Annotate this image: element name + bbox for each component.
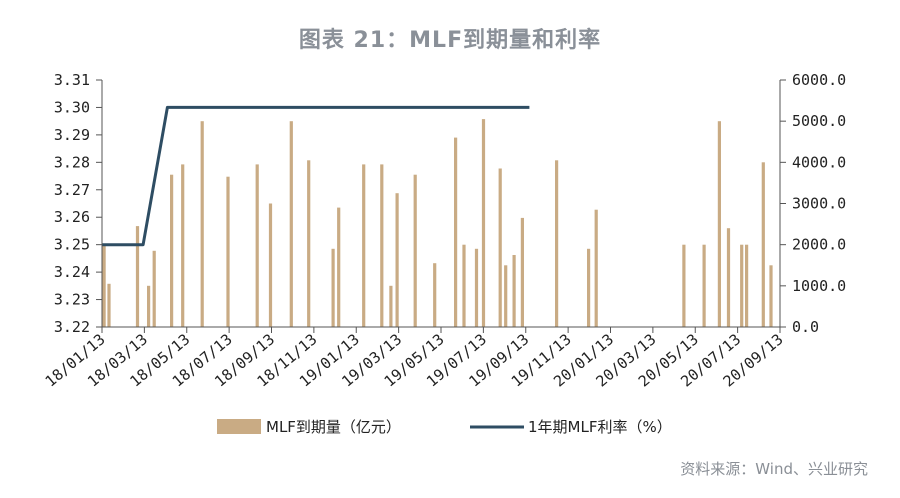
left-tick-label: 3.31 [54, 71, 90, 89]
bar [474, 248, 479, 327]
bar [594, 209, 598, 327]
bar [135, 226, 140, 327]
bar [555, 160, 559, 327]
bar [380, 164, 384, 327]
bar [454, 137, 458, 327]
bar [289, 121, 293, 327]
left-tick-label: 3.27 [54, 181, 90, 199]
legend-bar-swatch [217, 419, 261, 434]
left-tick-label: 3.30 [54, 98, 90, 116]
bar [170, 174, 174, 327]
rate-line [102, 105, 530, 247]
bar [717, 121, 721, 327]
bar [745, 244, 749, 327]
bar [462, 244, 466, 327]
right-tick-label: 0.0 [792, 318, 819, 336]
left-tick-label: 3.22 [54, 318, 90, 336]
bar [337, 207, 341, 327]
bar [498, 168, 502, 327]
rate-line-series [102, 105, 530, 247]
left-tick-label: 3.25 [54, 236, 90, 254]
bar [181, 164, 185, 327]
source-note: 资料来源：Wind、兴业研究 [680, 460, 868, 478]
bar [726, 228, 731, 327]
bar [147, 285, 151, 327]
legend-line-label: 1年期MLF利率（%） [528, 418, 672, 436]
bar [761, 162, 765, 327]
right-tick-label: 4000.0 [792, 153, 846, 171]
legend-bar-label: MLF到期量（亿元） [266, 418, 401, 436]
bar [389, 285, 393, 327]
bar [702, 244, 706, 327]
right-tick-label: 3000.0 [792, 195, 846, 213]
left-tick-label: 3.29 [54, 126, 90, 144]
bar [520, 217, 524, 327]
bar-series [102, 119, 773, 328]
bar [481, 119, 486, 327]
left-tick-label: 3.26 [54, 208, 90, 226]
left-tick-label: 3.24 [54, 263, 90, 281]
right-tick-label: 1000.0 [792, 277, 846, 295]
bar [331, 248, 335, 327]
chart-title: 图表 21：MLF到期量和利率 [298, 28, 602, 53]
bar [587, 248, 591, 327]
bar [107, 283, 111, 327]
right-tick-label: 5000.0 [792, 112, 846, 130]
bar [200, 121, 204, 327]
bar [504, 265, 508, 328]
bar [740, 244, 744, 327]
left-tick-label: 3.23 [54, 291, 90, 309]
bar [268, 203, 273, 327]
axes: 3.22 3.23 3.24 3.25 3.26 3.27 3.28 3.29 3.30 3.31… [42, 71, 847, 391]
bar [769, 265, 773, 328]
bar [433, 263, 437, 327]
bar [152, 250, 156, 327]
bar [512, 255, 516, 327]
bar [413, 174, 417, 327]
bar [255, 164, 259, 327]
bar [102, 244, 106, 327]
bar [226, 176, 230, 327]
left-tick-label: 3.28 [54, 153, 90, 171]
right-tick-label: 2000.0 [792, 236, 846, 254]
bar [362, 164, 366, 327]
right-tick-label: 6000.0 [792, 71, 846, 89]
bar [682, 244, 686, 327]
bar [307, 160, 311, 327]
legend: MLF到期量（亿元） 1年期MLF利率（%） [217, 418, 672, 436]
bar [395, 193, 399, 327]
